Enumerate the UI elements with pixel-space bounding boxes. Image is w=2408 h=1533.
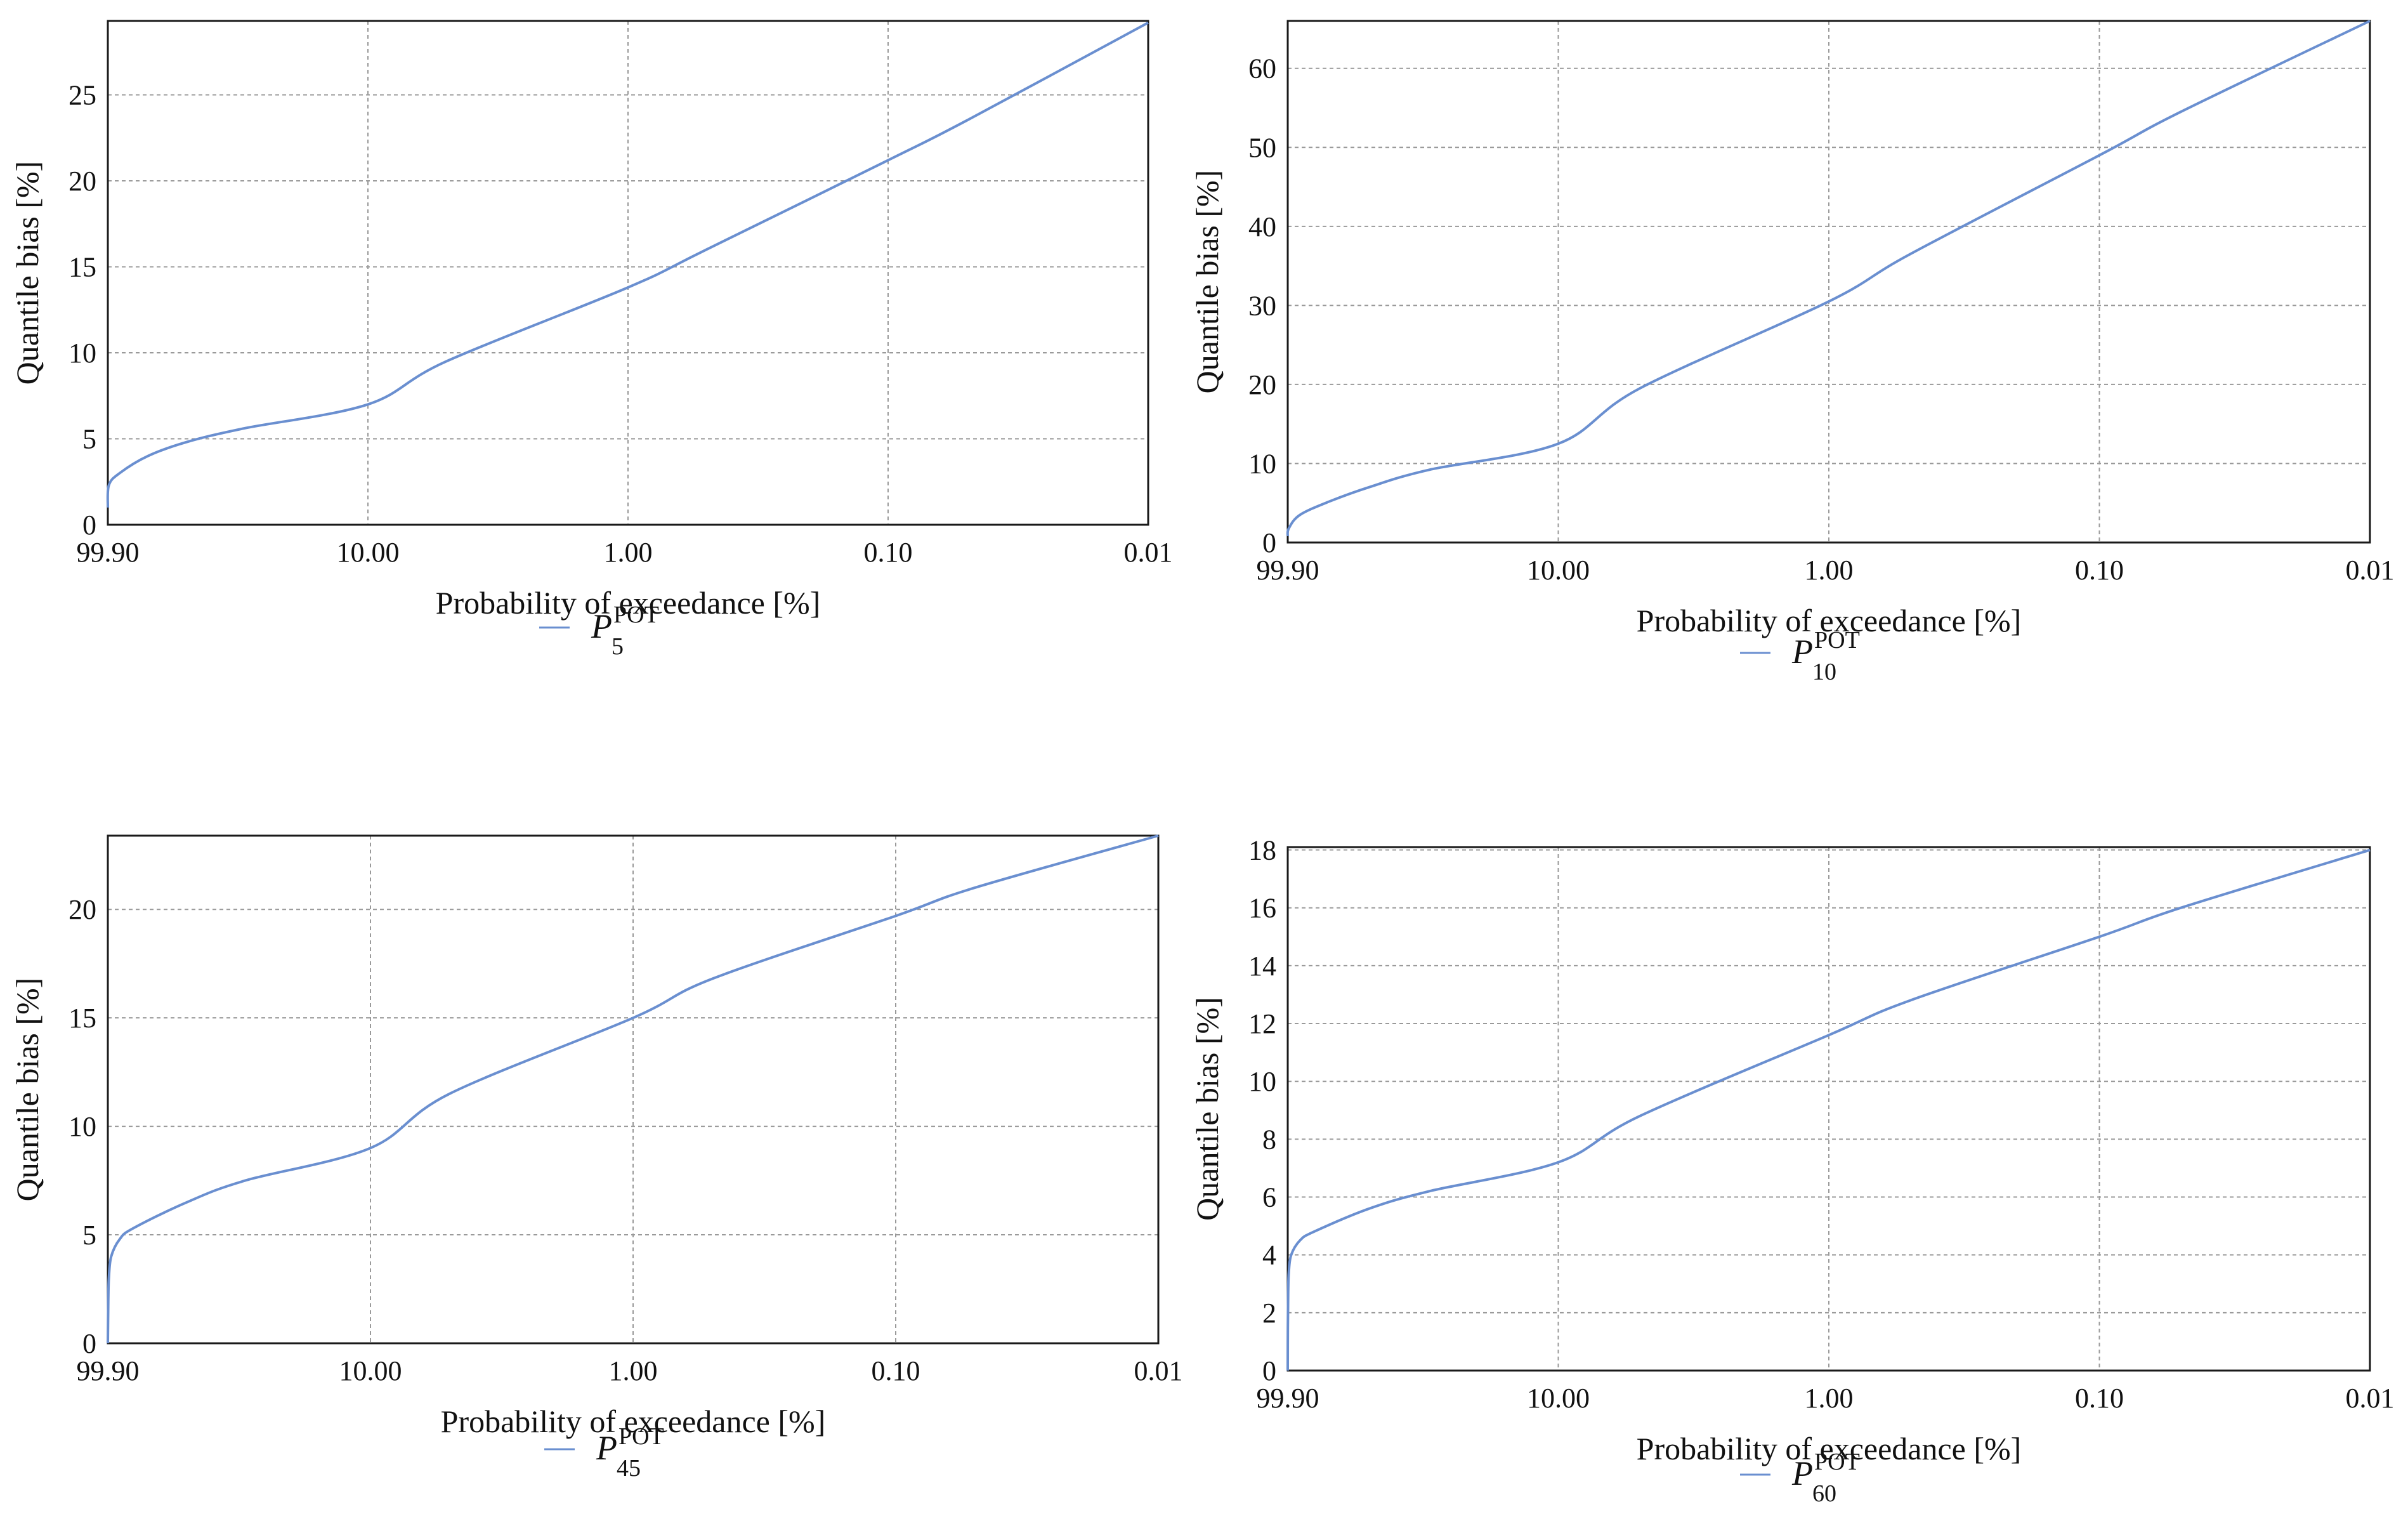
legend-subscript: 60 xyxy=(1812,1480,1836,1507)
y-axis-label: Quantile bias [%] xyxy=(10,161,45,385)
y-tick-label: 2 xyxy=(1262,1298,1276,1329)
y-tick-label: 25 xyxy=(69,80,96,111)
y-tick-label: 0 xyxy=(1262,1355,1276,1386)
y-tick-label: 0 xyxy=(1262,527,1276,558)
y-tick-label: 10 xyxy=(69,1111,96,1142)
y-axis-label: Quantile bias [%] xyxy=(1189,997,1225,1221)
y-tick-label: 60 xyxy=(1248,53,1276,84)
x-tick-label: 1.00 xyxy=(1805,1383,1854,1414)
x-tick-label: 99.90 xyxy=(77,537,140,568)
x-tick-label: 0.01 xyxy=(2346,555,2395,586)
legend-subscript: 5 xyxy=(612,633,624,660)
y-tick-label: 4 xyxy=(1262,1240,1276,1271)
y-tick-label: 14 xyxy=(1248,951,1276,982)
series-line xyxy=(1286,20,2371,537)
y-tick-label: 5 xyxy=(82,1220,96,1251)
chart-panel-top-right: 99.90 10.00 1.00 0.10 0.010102030405060PPOT1… xyxy=(1189,20,2395,685)
x-tick-label: 0.01 xyxy=(1134,1355,1183,1386)
x-tick-label: 10.00 xyxy=(339,1355,402,1386)
y-tick-label: 15 xyxy=(69,1003,96,1034)
y-tick-label: 20 xyxy=(69,166,96,197)
y-tick-label: 20 xyxy=(69,894,96,925)
y-tick-label: 10 xyxy=(1248,1066,1276,1097)
y-tick-label: 0 xyxy=(82,1328,96,1359)
plot-frame xyxy=(107,20,1149,526)
x-axis-label: Probability of exceedance [%] xyxy=(1637,603,2022,638)
x-tick-label: 99.90 xyxy=(1257,555,1319,586)
x-tick-label: 1.00 xyxy=(609,1355,658,1386)
plot-frame xyxy=(1286,846,2371,1372)
legend-superscript: POT xyxy=(618,1423,664,1450)
x-tick-label: 0.01 xyxy=(1124,537,1173,568)
x-tick-label: 1.00 xyxy=(604,537,653,568)
y-tick-label: 6 xyxy=(1262,1182,1276,1213)
x-tick-label: 10.00 xyxy=(1527,1383,1590,1414)
chart-panel-bottom-left: 99.90 10.00 1.00 0.10 0.0105101520PPOT45Prob… xyxy=(10,834,1183,1482)
x-tick-label: 0.10 xyxy=(2075,555,2124,586)
legend-label: PPOT xyxy=(1791,1449,1860,1492)
series-line xyxy=(106,21,1149,508)
y-tick-label: 16 xyxy=(1248,893,1276,924)
legend-base: P xyxy=(1791,1454,1813,1492)
legend-base: P xyxy=(1791,633,1813,671)
x-tick-label: 10.00 xyxy=(1527,555,1590,586)
legend-label: PPOT xyxy=(1791,627,1860,671)
x-axis-label: Probability of exceedance [%] xyxy=(1637,1431,2022,1466)
legend-superscript: POT xyxy=(1814,1449,1860,1475)
y-tick-label: 5 xyxy=(82,424,96,455)
legend-superscript: POT xyxy=(613,602,659,628)
legend-superscript: POT xyxy=(1814,627,1860,654)
y-tick-label: 50 xyxy=(1248,132,1276,163)
x-tick-label: 0.10 xyxy=(2075,1383,2124,1414)
y-tick-label: 8 xyxy=(1262,1124,1276,1155)
x-tick-label: 99.90 xyxy=(77,1355,140,1386)
x-tick-label: 0.10 xyxy=(872,1355,920,1386)
x-tick-label: 0.10 xyxy=(864,537,913,568)
y-tick-label: 18 xyxy=(1248,835,1276,866)
x-axis-label: Probability of exceedance [%] xyxy=(441,1404,826,1439)
y-tick-label: 30 xyxy=(1248,290,1276,321)
legend-subscript: 10 xyxy=(1812,659,1836,685)
y-tick-label: 10 xyxy=(69,338,96,369)
y-tick-label: 20 xyxy=(1248,369,1276,400)
chart-panel-bottom-right: 99.90 10.00 1.00 0.10 0.01 0 2 4 6 8 10 12 14 16 18 PPO… xyxy=(1189,835,2395,1507)
series-line xyxy=(1286,848,2371,1371)
y-axis-label: Quantile bias [%] xyxy=(10,978,45,1202)
plot-frame xyxy=(107,834,1160,1345)
legend-base: P xyxy=(596,1429,617,1467)
y-tick-label: 15 xyxy=(69,252,96,283)
legend-label: PPOT xyxy=(596,1423,664,1467)
x-axis-label: Probability of exceedance [%] xyxy=(436,585,821,621)
series-line xyxy=(107,834,1159,1344)
y-tick-label: 12 xyxy=(1248,1008,1276,1039)
plot-frame xyxy=(1286,20,2371,544)
legend-subscript: 45 xyxy=(617,1455,641,1482)
y-tick-label: 0 xyxy=(82,510,96,541)
x-tick-label: 99.90 xyxy=(1257,1383,1319,1414)
x-tick-label: 0.01 xyxy=(2346,1383,2395,1414)
x-tick-label: 10.00 xyxy=(337,537,400,568)
x-tick-label: 1.00 xyxy=(1805,555,1854,586)
y-tick-label: 40 xyxy=(1248,211,1276,242)
legend-label: PPOT xyxy=(591,602,659,645)
y-axis-label: Quantile bias [%] xyxy=(1189,170,1225,394)
y-tick-label: 10 xyxy=(1248,448,1276,479)
chart-panel-top-left: 99.90 10.00 1.00 0.10 0.010510152025PPOT5Pro… xyxy=(10,20,1173,660)
legend-base: P xyxy=(591,607,612,645)
